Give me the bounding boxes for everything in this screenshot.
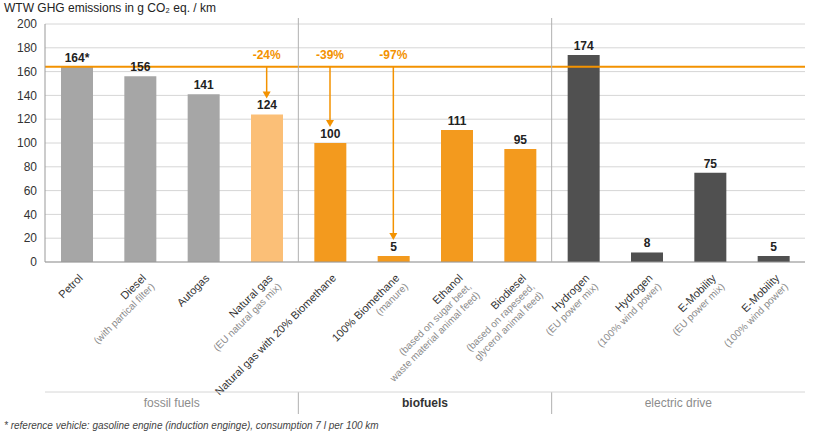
svg-text:140: 140 — [17, 89, 37, 103]
svg-text:Autogas: Autogas — [174, 271, 211, 308]
svg-text:WTW GHG emissions in g CO₂ eq.: WTW GHG emissions in g CO₂ eq. / km — [8, 1, 216, 15]
svg-text:0: 0 — [30, 255, 37, 269]
svg-text:100: 100 — [17, 136, 37, 150]
svg-text:120: 120 — [17, 112, 37, 126]
svg-text:-97%: -97% — [379, 48, 407, 62]
svg-text:40: 40 — [24, 208, 38, 222]
svg-text:141: 141 — [194, 78, 214, 92]
svg-text:Hydrogen(100% wind power): Hydrogen(100% wind power) — [586, 272, 664, 350]
svg-text:-24%: -24% — [253, 48, 281, 62]
svg-text:Natural gas with 20% Biomethan: Natural gas with 20% Biomethane — [212, 272, 338, 398]
svg-text:100% Biomethane(manure): 100% Biomethane(manure) — [329, 272, 410, 353]
svg-text:Biodiesel(based on rapeseed,gl: Biodiesel(based on rapeseed,glycerol ani… — [454, 272, 545, 363]
svg-text:8: 8 — [644, 236, 651, 250]
svg-text:100: 100 — [320, 127, 340, 141]
svg-text:Hydrogen(EU power mix): Hydrogen(EU power mix) — [534, 272, 600, 338]
svg-text:E-Mobility(EU power mix): E-Mobility(EU power mix) — [661, 271, 727, 337]
svg-text:fossil fuels: fossil fuels — [144, 396, 200, 410]
svg-text:75: 75 — [704, 157, 718, 171]
svg-text:5: 5 — [390, 240, 397, 254]
svg-text:20: 20 — [24, 231, 38, 245]
svg-text:160: 160 — [17, 65, 37, 79]
svg-text:biofuels: biofuels — [402, 396, 448, 410]
svg-text:80: 80 — [24, 160, 38, 174]
svg-text:156: 156 — [130, 60, 150, 74]
svg-text:95: 95 — [514, 133, 528, 147]
svg-text:5: 5 — [770, 240, 777, 254]
svg-text:60: 60 — [24, 184, 38, 198]
svg-text:Petrol: Petrol — [56, 272, 85, 301]
svg-text:180: 180 — [17, 41, 37, 55]
svg-text:200: 200 — [17, 17, 37, 31]
svg-text:Diesel(with partical filter): Diesel(with partical filter) — [82, 272, 156, 346]
svg-text:Ethanol(based on sugar beet,wa: Ethanol(based on sugar beet,waste materi… — [369, 272, 482, 385]
svg-text:111: 111 — [448, 114, 467, 128]
svg-text:124: 124 — [257, 98, 277, 112]
svg-text:* reference vehicle: gasoline: * reference vehicle: gasoline engine (in… — [8, 420, 379, 431]
svg-text:-39%: -39% — [316, 48, 344, 62]
svg-text:164*: 164* — [65, 51, 90, 65]
svg-text:E-Mobility(100% wind power): E-Mobility(100% wind power) — [712, 271, 790, 349]
svg-text:electric drive: electric drive — [645, 396, 713, 410]
svg-text:174: 174 — [574, 39, 594, 53]
